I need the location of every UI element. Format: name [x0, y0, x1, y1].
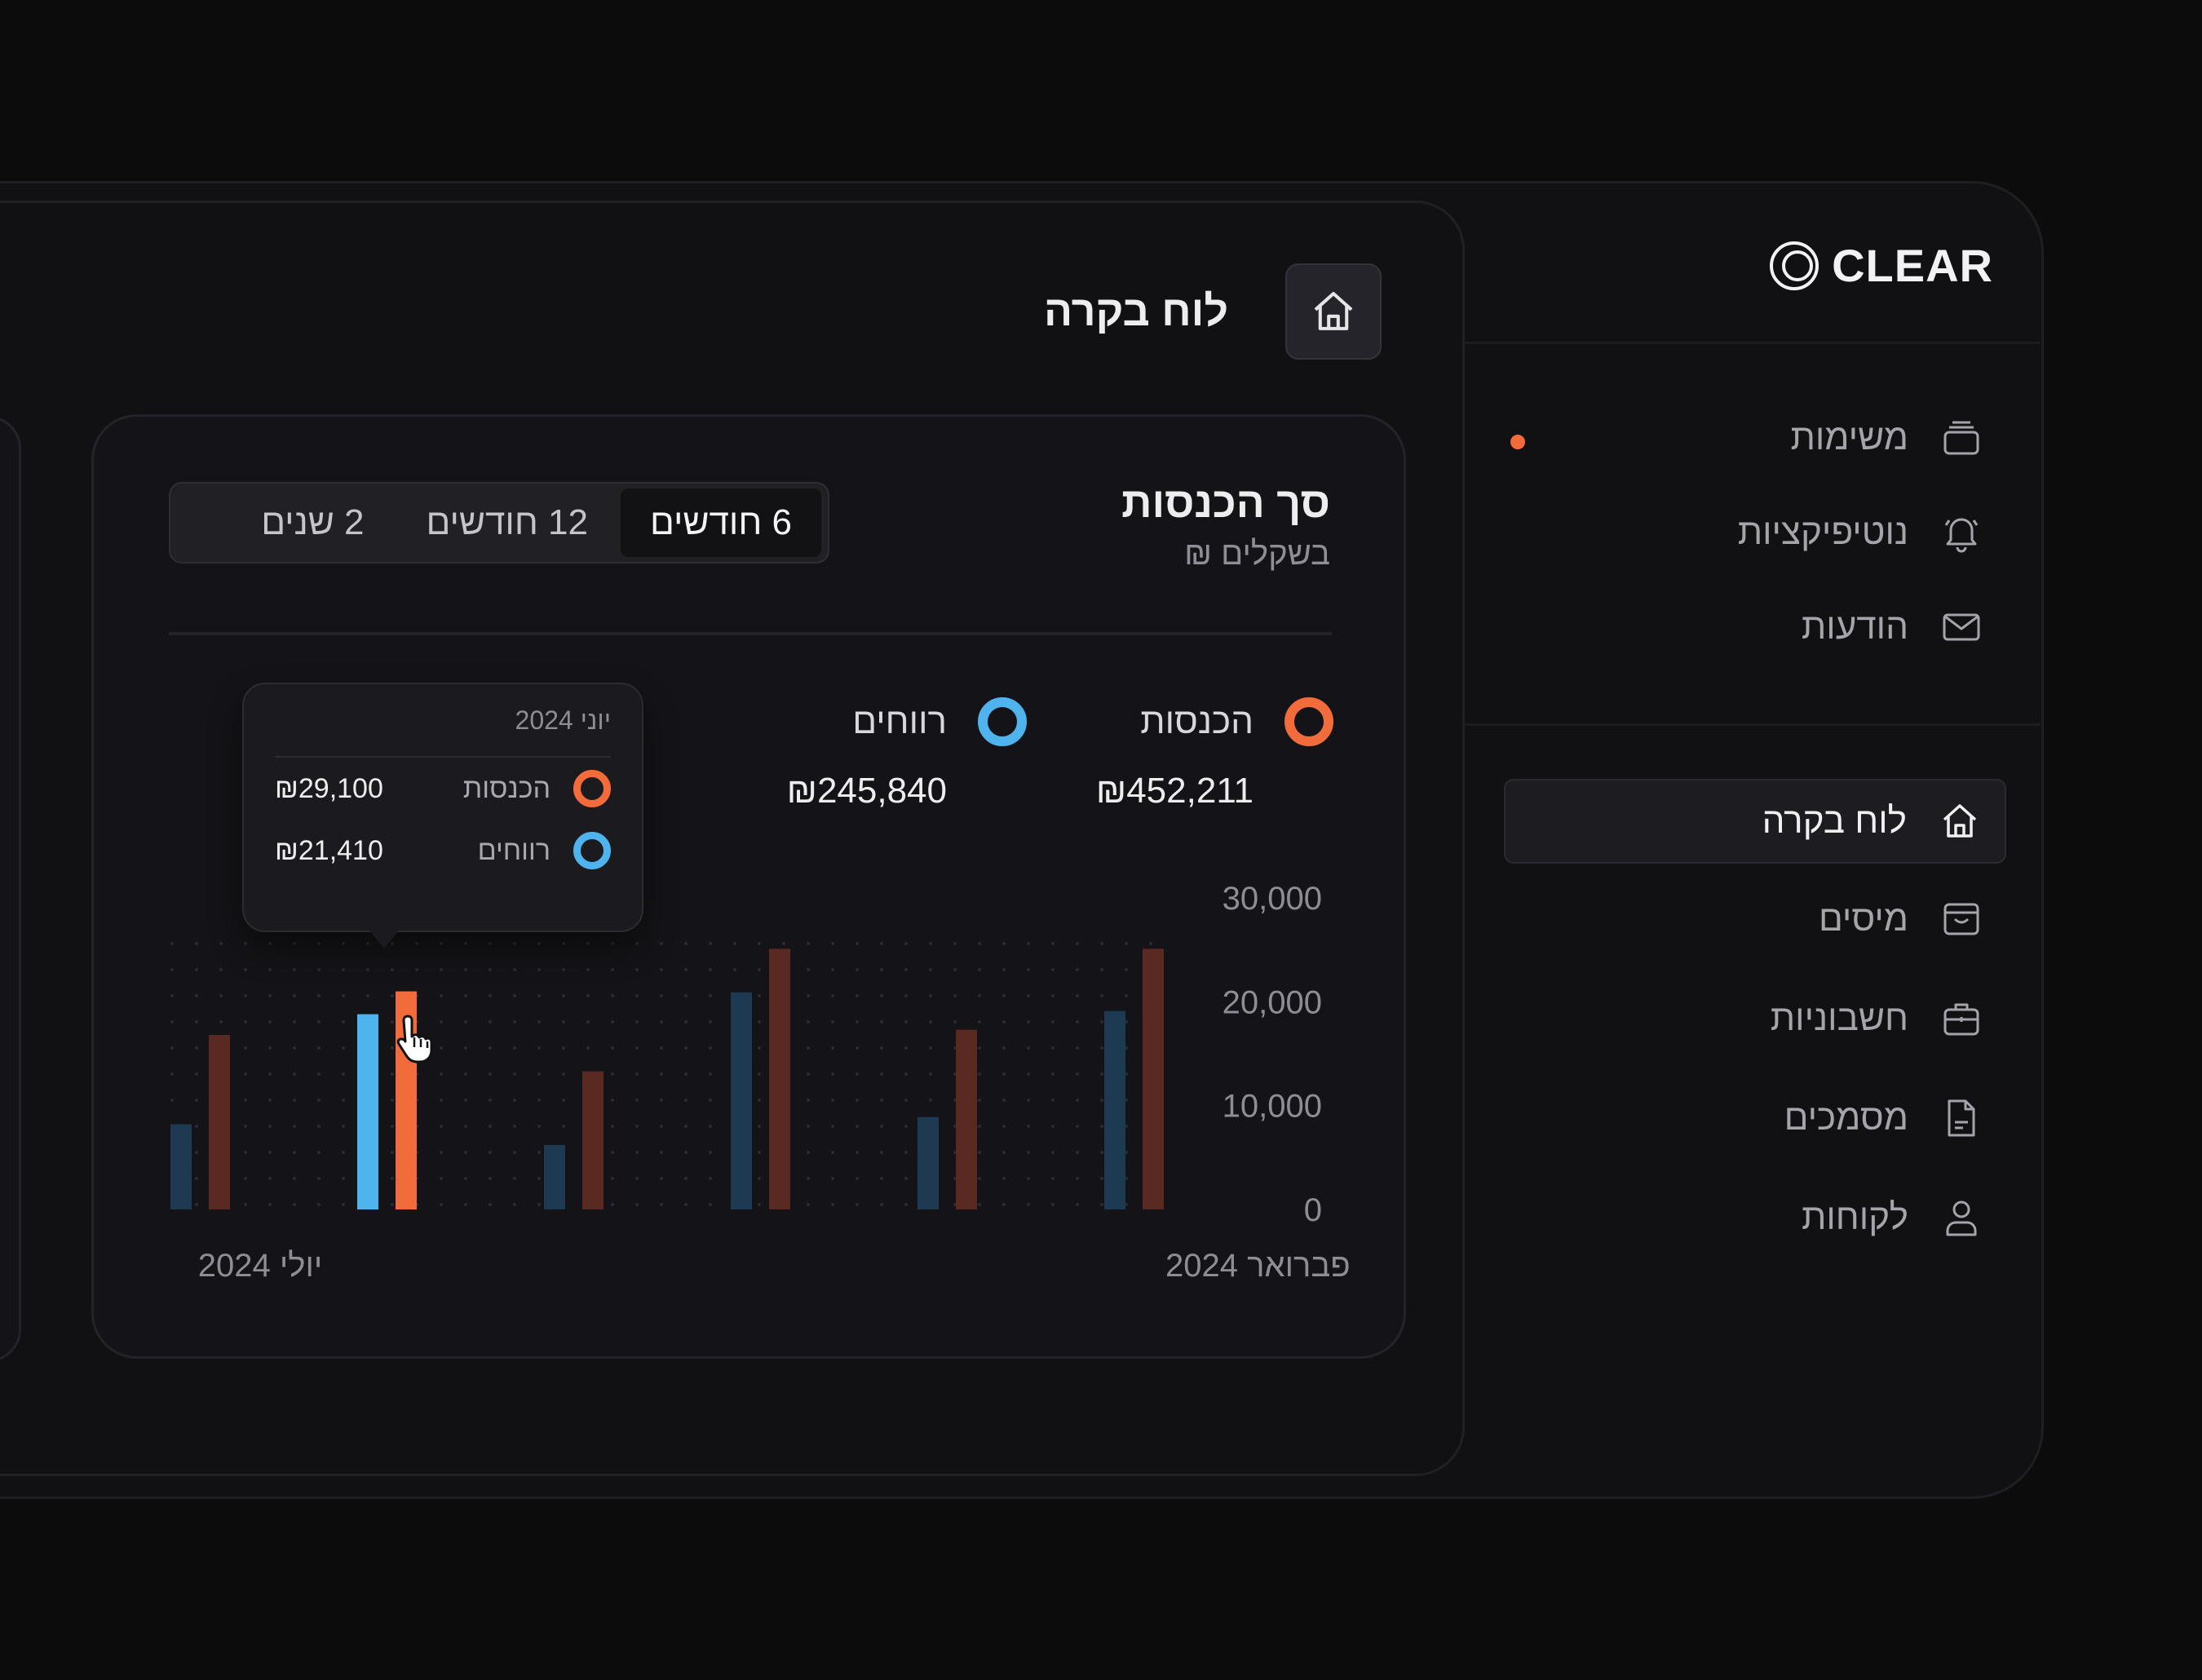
bar-revenue[interactable] — [1143, 948, 1164, 1209]
sidebar-item-label: מסמכים — [1784, 1098, 1908, 1138]
legend-value: ₪452,211 — [1095, 771, 1254, 811]
x-end-label: יולי 2024 — [198, 1248, 322, 1284]
bar-revenue[interactable] — [209, 1035, 230, 1209]
tab-12-months[interactable]: 12 חודשים — [426, 502, 588, 542]
tooltip-label: רווחים — [477, 834, 550, 866]
bar-profit[interactable] — [918, 1116, 939, 1209]
y-tick-label: 20,000 — [1223, 984, 1322, 1020]
bar-revenue[interactable] — [582, 1071, 604, 1209]
profit-ring-icon — [978, 697, 1027, 746]
legend-profit: רווחים ₪245,840 — [787, 697, 1027, 811]
home-button[interactable] — [1285, 263, 1382, 360]
bar-revenue[interactable] — [956, 1029, 977, 1209]
sidebar-item-label: מיסים — [1818, 899, 1908, 939]
page-title: לוח בקרה — [1044, 288, 1229, 335]
bar-profit[interactable] — [357, 1014, 378, 1209]
y-tick-label: 10,000 — [1223, 1089, 1322, 1125]
hand-cursor-icon — [396, 1015, 433, 1063]
sidebar: CLEAR משימות נוטיפיקציות הודעות לוח בקרה… — [1465, 183, 2041, 1497]
sidebar-item-label: משימות — [1790, 418, 1908, 458]
sidebar-item-label: לוח בקרה — [1762, 801, 1907, 841]
card-divider — [169, 632, 1332, 635]
chart-grid — [170, 942, 1152, 1206]
revenue-ring-icon — [573, 770, 611, 807]
tooltip-value: ₪29,100 — [275, 772, 383, 804]
sidebar-item-notifications[interactable]: נוטיפיקציות — [1504, 490, 2006, 575]
bar-profit[interactable] — [731, 992, 752, 1209]
revenue-ring-icon — [1284, 697, 1333, 746]
sidebar-item-clients[interactable]: לקוחות — [1504, 1175, 2006, 1260]
legend-value: ₪245,840 — [786, 771, 947, 811]
clear-logo-icon — [1770, 241, 1820, 290]
y-tick-label: 0 — [1304, 1192, 1322, 1228]
sidebar-item-tasks[interactable]: משימות — [1504, 396, 2006, 480]
brand-name: CLEAR — [1832, 240, 1993, 291]
chart-tooltip: יוני 2024 הכנסות ₪29,100 רווחים ₪21,410 — [242, 683, 643, 948]
briefcase-icon — [1943, 1003, 1979, 1036]
card-subtitle: בשקלים ₪ — [1184, 536, 1330, 572]
user-icon — [1946, 1200, 1977, 1236]
bar-profit[interactable] — [170, 1124, 192, 1209]
tab-2-years[interactable]: 2 שנים — [261, 502, 365, 542]
home-icon — [1314, 291, 1353, 330]
legend-label: הכנסות — [1140, 701, 1254, 741]
sidebar-item-documents[interactable]: מסמכים — [1504, 1076, 2006, 1161]
revenue-card: סך הכנסות בשקלים ₪ 6 חודשים 12 חודשים 2 … — [91, 414, 1406, 1359]
tooltip-value: ₪21,410 — [275, 834, 383, 866]
sidebar-item-label: הודעות — [1801, 607, 1908, 647]
y-tick-label: 30,000 — [1223, 881, 1322, 917]
archive-box-icon — [1943, 903, 1979, 935]
bell-icon — [1944, 518, 1979, 553]
profit-ring-icon — [573, 832, 611, 869]
brand-logo[interactable]: CLEAR — [1768, 239, 1993, 292]
sidebar-item-label: לקוחות — [1801, 1197, 1908, 1237]
sidebar-item-label: חשבוניות — [1770, 998, 1908, 1038]
card-title: סך הכנסות — [1121, 480, 1330, 527]
chart-svg: 30,000 20,000 10,000 0 פברואר 2024 יולי 2024 — [170, 881, 1351, 1284]
sidebar-divider — [1465, 723, 2041, 726]
tab-6-months[interactable]: 6 חודשים — [621, 489, 821, 557]
home-icon — [1943, 804, 1977, 838]
legend-revenue: הכנסות ₪452,211 — [1096, 697, 1333, 811]
sidebar-item-invoices[interactable]: חשבוניות — [1504, 976, 2006, 1061]
bar-profit[interactable] — [1104, 1010, 1125, 1209]
legend-label: רווחים — [852, 701, 947, 741]
range-selector: 6 חודשים 12 חודשים 2 שנים — [169, 482, 829, 564]
x-start-label: פברואר 2024 — [1165, 1248, 1351, 1284]
adjacent-card — [0, 416, 21, 1362]
sidebar-divider — [1465, 342, 2041, 344]
sidebar-item-taxes[interactable]: מיסים — [1504, 877, 2006, 962]
bar-profit[interactable] — [544, 1145, 565, 1209]
sidebar-item-label: נוטיפיקציות — [1737, 512, 1908, 552]
tooltip-label: הכנסות — [462, 772, 550, 804]
envelope-icon — [1943, 613, 1980, 641]
tooltip-row-profit: רווחים ₪21,410 — [275, 820, 611, 882]
tooltip-date: יוני 2024 — [275, 705, 611, 758]
page-header: לוח בקרה — [1044, 263, 1382, 360]
unread-dot — [1510, 435, 1525, 449]
bar-revenue[interactable] — [769, 948, 790, 1209]
revenue-chart[interactable]: 30,000 20,000 10,000 0 פברואר 2024 יולי 2024 — [169, 881, 1351, 1363]
inbox-tray-icon — [1943, 421, 1979, 455]
document-icon — [1948, 1099, 1975, 1137]
sidebar-item-messages[interactable]: הודעות — [1504, 585, 2006, 670]
sidebar-item-dashboard[interactable]: לוח בקרה — [1504, 779, 2006, 864]
tooltip-row-revenue: הכנסות ₪29,100 — [275, 758, 611, 820]
